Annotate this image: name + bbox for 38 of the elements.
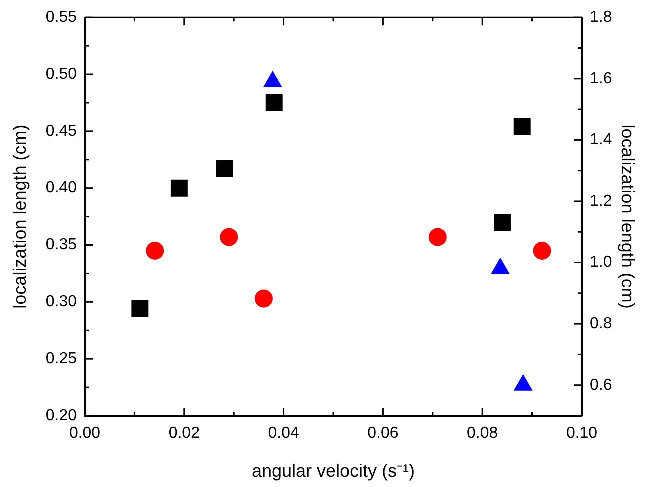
point	[216, 160, 234, 178]
y-tick-label: 0.25	[46, 350, 78, 368]
y-tick-label: 0.40	[46, 180, 78, 197]
point	[490, 258, 510, 274]
point	[263, 70, 282, 88]
y-tick-label: 0.30	[46, 294, 78, 311]
y2-tick-label: 1.2	[590, 192, 612, 210]
y2-tick-label: 0.6	[590, 376, 612, 394]
point	[514, 118, 531, 136]
y-tick-label: 0.45	[46, 122, 78, 140]
y2-axis-title: localization length (cm)	[618, 124, 638, 309]
y2-tick-label: 0.8	[590, 315, 612, 332]
y-tick-label: 0.50	[46, 66, 78, 83]
point	[220, 228, 238, 246]
y2-tick-label: 1.6	[590, 70, 612, 88]
point	[132, 300, 149, 318]
x-tick-label: 0.06	[368, 425, 399, 442]
point	[514, 374, 533, 391]
point	[254, 290, 273, 308]
x-axis-title: angular velocity (s⁻¹)	[252, 461, 416, 482]
point	[170, 180, 188, 197]
y2-tick-label: 1.8	[590, 9, 612, 26]
y-axis-title: localization length (cm)	[10, 124, 30, 309]
y-tick-label: 0.55	[46, 9, 78, 26]
point	[146, 242, 164, 260]
y2-tick-label: 1.4	[590, 132, 612, 149]
x-tick-label: 0.04	[268, 425, 300, 442]
point	[266, 94, 283, 112]
x-tick-label: 0.00	[69, 425, 101, 442]
point	[494, 214, 511, 231]
x-tick-label: 0.08	[467, 425, 498, 442]
x-tick-label: 0.10	[566, 425, 598, 442]
y-tick-label: 0.35	[46, 236, 78, 254]
point	[428, 228, 447, 246]
y2-tick-label: 1.0	[590, 254, 612, 272]
x-tick-label: 0.02	[168, 425, 200, 442]
y-tick-label: 0.20	[46, 407, 78, 424]
point	[533, 242, 552, 260]
